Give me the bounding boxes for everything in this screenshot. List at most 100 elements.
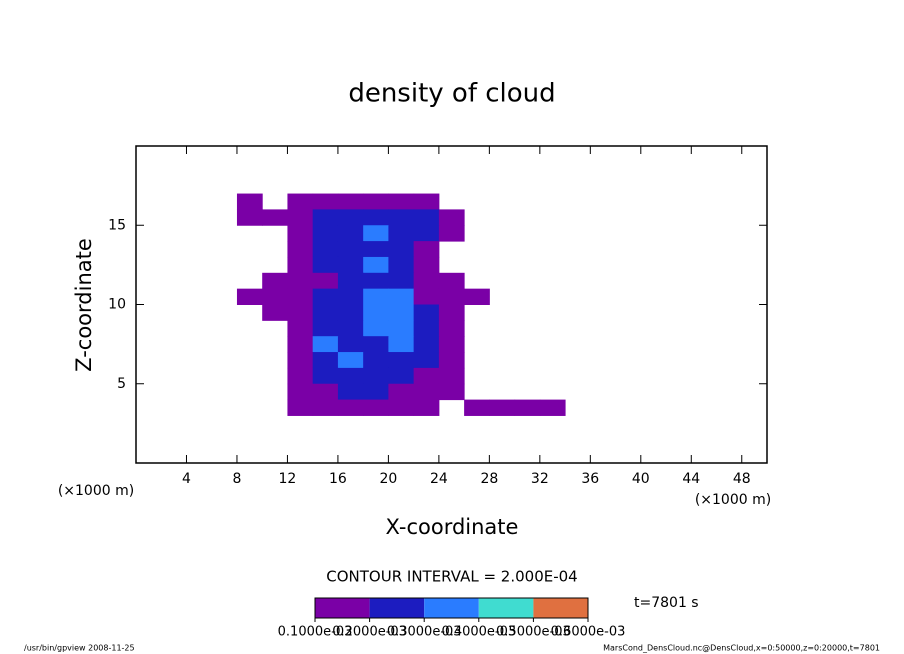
contour-cell: [262, 272, 288, 290]
contour-cell: [438, 209, 465, 226]
contour-cell: [287, 241, 314, 258]
contour-cell: [312, 367, 339, 385]
contour-cell: [287, 193, 314, 210]
contour-cell: [337, 272, 364, 290]
contour-cell: [312, 304, 339, 321]
colorbar-swatch: [478, 598, 534, 618]
contour-cell: [287, 352, 314, 369]
contour-cell: [337, 193, 364, 210]
contour-cell: [363, 352, 389, 369]
contour-cell: [337, 399, 364, 416]
y-tick-label: 5: [117, 376, 126, 392]
contour-cell: [363, 367, 389, 385]
contour-cell: [438, 288, 465, 305]
contour-cell: [312, 193, 339, 210]
contour-cell: [312, 320, 339, 337]
contour-cell: [287, 256, 314, 274]
colorbar-label: 0.6000e-03: [551, 625, 626, 640]
contour-cell: [262, 209, 288, 226]
chart-title: density of cloud: [348, 79, 555, 109]
x-tick-label: 48: [733, 471, 751, 487]
x-axis-label: X-coordinate: [386, 515, 519, 539]
contour-cell: [388, 225, 415, 242]
contour-cell: [312, 241, 339, 258]
x-tick-label: 24: [430, 471, 448, 487]
y-tick-label: 15: [108, 217, 126, 233]
x-tick-label: 4: [182, 471, 191, 487]
contour-cell: [388, 352, 415, 369]
contour-cell: [337, 367, 364, 385]
contour-cell: [388, 193, 415, 210]
colorbar-swatch: [533, 598, 588, 618]
contour-cell: [363, 241, 389, 258]
contour-cell: [312, 352, 339, 369]
contour-cell: [413, 256, 440, 274]
contour-cell: [363, 272, 389, 290]
contour-interval: CONTOUR INTERVAL = 2.000E-04: [326, 568, 577, 586]
contour-cell: [337, 352, 364, 369]
colorbar-label: 0.5000e-03: [496, 625, 571, 640]
footer-right: MarsCond_DensCloud.nc@DensCloud,x=0:5000…: [603, 644, 880, 653]
contour-cell: [287, 320, 314, 337]
contour-cell: [312, 256, 339, 274]
x-tick-label: 12: [279, 471, 297, 487]
contour-cell: [388, 241, 415, 258]
contour-cell: [388, 399, 415, 416]
contour-cell: [363, 209, 389, 226]
x-tick-label: 16: [329, 471, 347, 487]
contour-cell: [312, 272, 339, 290]
contour-cell: [489, 399, 516, 416]
contour-cell: [337, 336, 364, 353]
contour-cell: [388, 272, 415, 290]
contour-cell: [438, 367, 465, 385]
x-tick-label: 8: [232, 471, 241, 487]
contour-cell: [312, 225, 339, 242]
y-tick-label: 10: [108, 297, 126, 313]
contour-cell: [337, 383, 364, 401]
contour-cell: [287, 399, 314, 416]
time-label: t=7801 s: [634, 595, 699, 611]
colorbar-swatch: [424, 598, 479, 618]
contour-cell: [236, 288, 263, 305]
contour-cell: [413, 352, 440, 369]
contour-cell: [337, 304, 364, 321]
contour-cell: [388, 288, 415, 305]
contour-cell: [413, 225, 440, 242]
contour-cell: [413, 367, 440, 385]
contour-cell: [312, 288, 339, 305]
colorbar-swatch: [315, 598, 370, 618]
contour-cell: [388, 209, 415, 226]
y-unit-label: (×1000 m): [58, 483, 134, 499]
contour-cell: [363, 256, 389, 274]
x-tick-label: 36: [581, 471, 599, 487]
contour-cell: [539, 399, 566, 416]
contour-cell: [363, 336, 389, 353]
contour-cell: [413, 320, 440, 337]
contour-cell: [363, 320, 389, 337]
contour-cell: [287, 383, 314, 401]
colorbar-label: 0.1000e-03: [278, 625, 353, 640]
x-tick-label: 28: [480, 471, 498, 487]
x-tick-label: 40: [632, 471, 650, 487]
contour-cell: [287, 272, 314, 290]
contour-cell: [312, 209, 339, 226]
contour-cell: [438, 352, 465, 369]
contour-cell: [312, 383, 339, 401]
contour-cell: [464, 288, 490, 305]
contour-cell: [337, 225, 364, 242]
contour-cell: [363, 383, 389, 401]
contour-cell: [236, 209, 263, 226]
footer-left: /usr/bin/gpview 2008-11-25: [24, 644, 135, 653]
x-tick-label: 20: [379, 471, 397, 487]
contour-cell: [262, 304, 288, 321]
contour-cell: [413, 288, 440, 305]
colorbar-label: 0.3000e-03: [387, 625, 462, 640]
x-unit-label: (×1000 m): [695, 492, 771, 508]
contour-cell: [413, 383, 440, 401]
contour-cell: [438, 225, 465, 242]
contour-cell: [312, 399, 339, 416]
contour-cell: [363, 193, 389, 210]
contour-cell: [337, 288, 364, 305]
contour-cell: [464, 399, 490, 416]
